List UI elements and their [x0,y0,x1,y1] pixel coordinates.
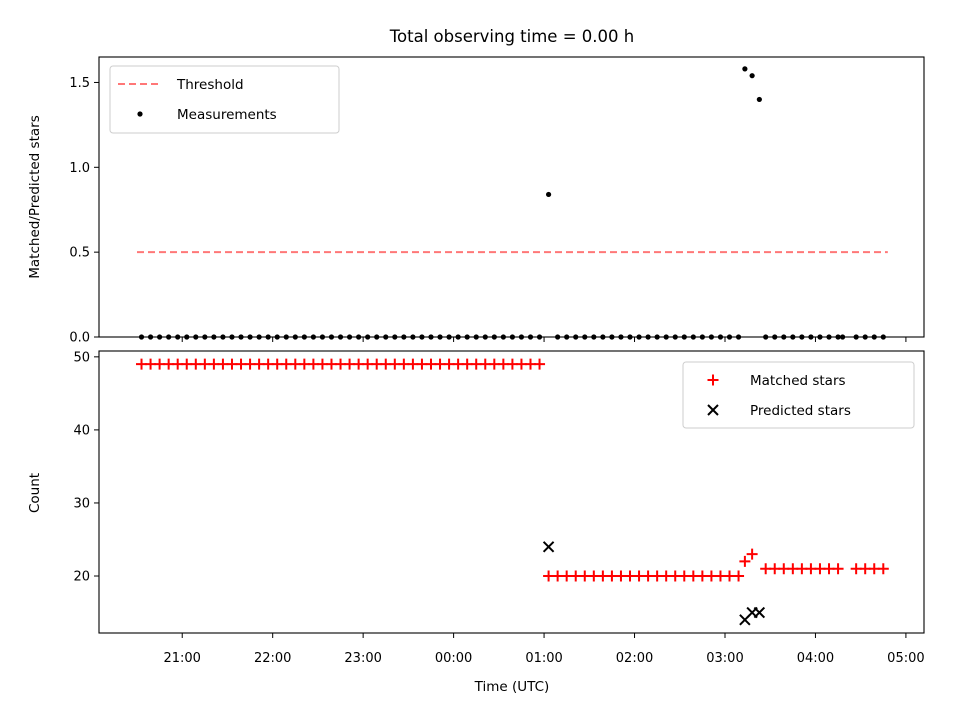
top-plot-frame [98,56,925,338]
bottom-y-tick-label: 20 [73,570,90,585]
bottom-plot-frame [98,350,925,634]
predicted-star-point [753,606,766,619]
bottom-legend: Matched stars Predicted stars [682,361,915,429]
top-y-tick-label: 0.0 [69,331,90,346]
measurement-point [756,96,762,103]
top-y-tick-label: 1.5 [69,76,90,91]
top-legend-box [109,65,340,134]
matched-star-point [534,358,546,370]
bottom-x-tick-label: 23:00 [344,651,381,666]
bottom-legend-box [682,361,915,429]
legend-threshold-label: Threshold [176,77,244,93]
measurement-point [545,191,552,198]
top-y-tick-label: 1.0 [69,161,90,176]
bottom-x-tick-label: 00:00 [435,651,472,666]
matched-star-point [739,555,751,567]
legend-matched-swatch [707,374,719,386]
bottom-x-tick-label: 01:00 [525,651,562,666]
bottom-x-tick-label: 05:00 [887,651,924,666]
predicted-star-point [542,541,555,553]
legend-predicted-swatch [707,404,719,416]
top-y-axis-label: Matched/Predicted stars [27,115,43,278]
top-legend: Threshold Measurements [109,65,340,134]
measurement-point [742,66,748,72]
bottom-y-axis-label: Count [27,473,43,513]
measurement-point [749,73,755,79]
bottom-plot-area [136,358,889,626]
legend-measurements-label: Measurements [177,107,277,123]
bottom-x-tick-label: 02:00 [616,651,653,666]
legend-matched-label: Matched stars [750,373,846,389]
bottom-x-tick-label: 22:00 [254,651,291,666]
matched-star-point [733,570,745,582]
bottom-y-tick-label: 40 [73,423,90,438]
x-axis-label: Time (UTC) [474,679,550,695]
legend-predicted-label: Predicted stars [750,403,851,419]
bottom-x-tick-label: 03:00 [706,651,743,666]
top-y-tick-label: 0.5 [69,246,90,261]
top-chart-title: Total observing time = 0.00 h [389,27,634,46]
bottom-y-tick-label: 30 [73,496,90,511]
matched-star-point [746,548,758,560]
bottom-x-tick-label: 21:00 [163,651,200,666]
bottom-x-tick-label: 04:00 [797,651,834,666]
bottom-y-tick-label: 50 [73,350,90,365]
matched-star-point [832,563,844,575]
matched-star-point [877,563,889,575]
legend-measurements-swatch [137,111,143,117]
